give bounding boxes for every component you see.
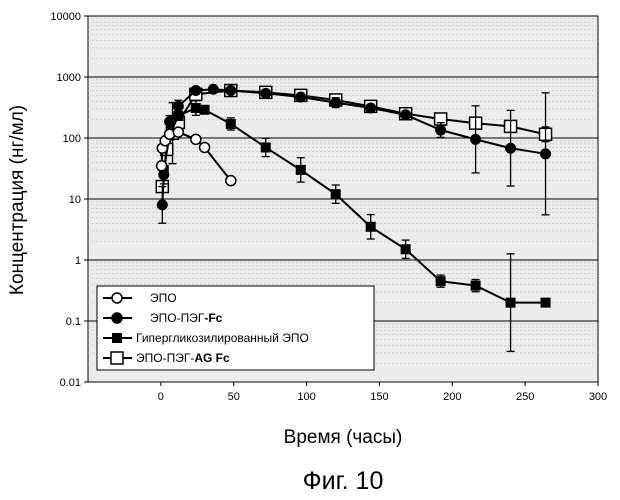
data-point: [198, 141, 211, 154]
x-tick-label: 200: [443, 391, 461, 403]
data-point: [505, 142, 517, 154]
legend-label-epo-peg-ag-fc-middle: -ПЭГ-: [163, 351, 195, 365]
legend-marker-square-open: [110, 351, 124, 365]
legend-marker-circle-open: [111, 292, 123, 304]
x-tick-label: 150: [370, 391, 388, 403]
legend-label-epo-peg-fc: ЭПО-ПЭГ-Fc: [150, 311, 223, 325]
legend-label-hyperglycosylated-epo: Гипергликозилированный ЭПО: [136, 331, 309, 345]
data-point: [155, 160, 168, 172]
data-point: [172, 126, 185, 138]
data-point: [400, 244, 411, 255]
y-axis-ticks: 0.01 0.1 1 10 100 1000 10000: [50, 11, 88, 389]
data-point: [190, 133, 202, 146]
legend-item-epo-peg-fc: ЭПО-ПЭГ-Fc: [103, 311, 223, 325]
x-tick-label: 50: [228, 391, 240, 403]
data-point: [156, 199, 168, 211]
y-tick-label: 100: [63, 133, 81, 145]
legend-marker-square-filled: [112, 333, 122, 343]
data-point: [207, 83, 219, 95]
data-point: [470, 280, 481, 291]
data-point: [400, 109, 412, 121]
x-tick-label: 300: [589, 391, 607, 403]
data-point: [260, 142, 271, 153]
x-tick-label: 250: [516, 391, 534, 403]
legend-label-epo-peg-ag-fc-main: ЭПО: [136, 351, 163, 365]
data-point: [295, 164, 306, 175]
data-point: [199, 104, 210, 115]
data-point: [225, 118, 236, 129]
legend-item-epo: ЭПО: [103, 291, 177, 305]
legend-label-epo-peg-fc-suffix: -Fc: [204, 311, 222, 325]
data-point: [190, 85, 202, 97]
data-point: [190, 103, 201, 114]
data-point: [225, 174, 237, 187]
y-tick-label: 10: [69, 194, 81, 206]
legend-item-hyperglycosylated-epo: Гипергликозилированный ЭПО: [103, 331, 309, 345]
data-point: [435, 124, 447, 136]
data-point: [540, 297, 551, 308]
data-point: [470, 133, 482, 145]
y-tick-label: 1: [75, 255, 81, 267]
y-axis-title: Концентрация (нг/мл): [7, 105, 28, 295]
data-point: [505, 297, 516, 308]
legend-label-epo: ЭПО: [150, 291, 177, 305]
x-tick-label: 0: [158, 391, 164, 403]
data-point: [260, 87, 272, 99]
legend-label-epo-peg-ag-fc: ЭПО-ПЭГ-AG Fc: [136, 351, 230, 365]
legend-label-epo-peg-ag-fc-suffix: AG Fc: [194, 351, 230, 365]
y-tick-label: 0.1: [66, 316, 81, 328]
data-point: [540, 148, 552, 160]
data-point: [365, 102, 377, 114]
data-point: [435, 276, 446, 287]
data-point: [172, 100, 184, 112]
data-point: [164, 116, 176, 128]
legend-marker-circle-filled: [111, 312, 123, 324]
series-layer: [155, 83, 553, 353]
legend-item-epo-peg-ag-fc: ЭПО-ПЭГ-AG Fc: [103, 351, 230, 365]
data-point: [365, 221, 376, 232]
legend-box: [96, 285, 375, 371]
legend-label-epo-peg-fc-main: ЭПО-ПЭГ: [150, 311, 205, 325]
y-tick-label: 1000: [57, 72, 81, 84]
y-tick-label: 10000: [50, 11, 81, 23]
series-2: [158, 100, 551, 353]
data-point: [330, 189, 341, 200]
x-axis-title: Время (часы): [284, 427, 403, 448]
data-point: [225, 85, 237, 97]
x-tick-label: 100: [297, 391, 315, 403]
data-point: [173, 110, 184, 121]
data-point: [295, 91, 307, 103]
series-0: [155, 126, 237, 187]
data-point: [330, 97, 342, 109]
y-tick-label: 0.01: [60, 377, 81, 389]
x-axis-ticks: 0 50 100 150 200 250 300: [158, 382, 607, 403]
figure-caption: Фиг. 10: [303, 467, 384, 495]
legend: ЭПО ЭПО-ПЭГ-Fc Гипергликозилированный ЭП…: [96, 285, 375, 371]
